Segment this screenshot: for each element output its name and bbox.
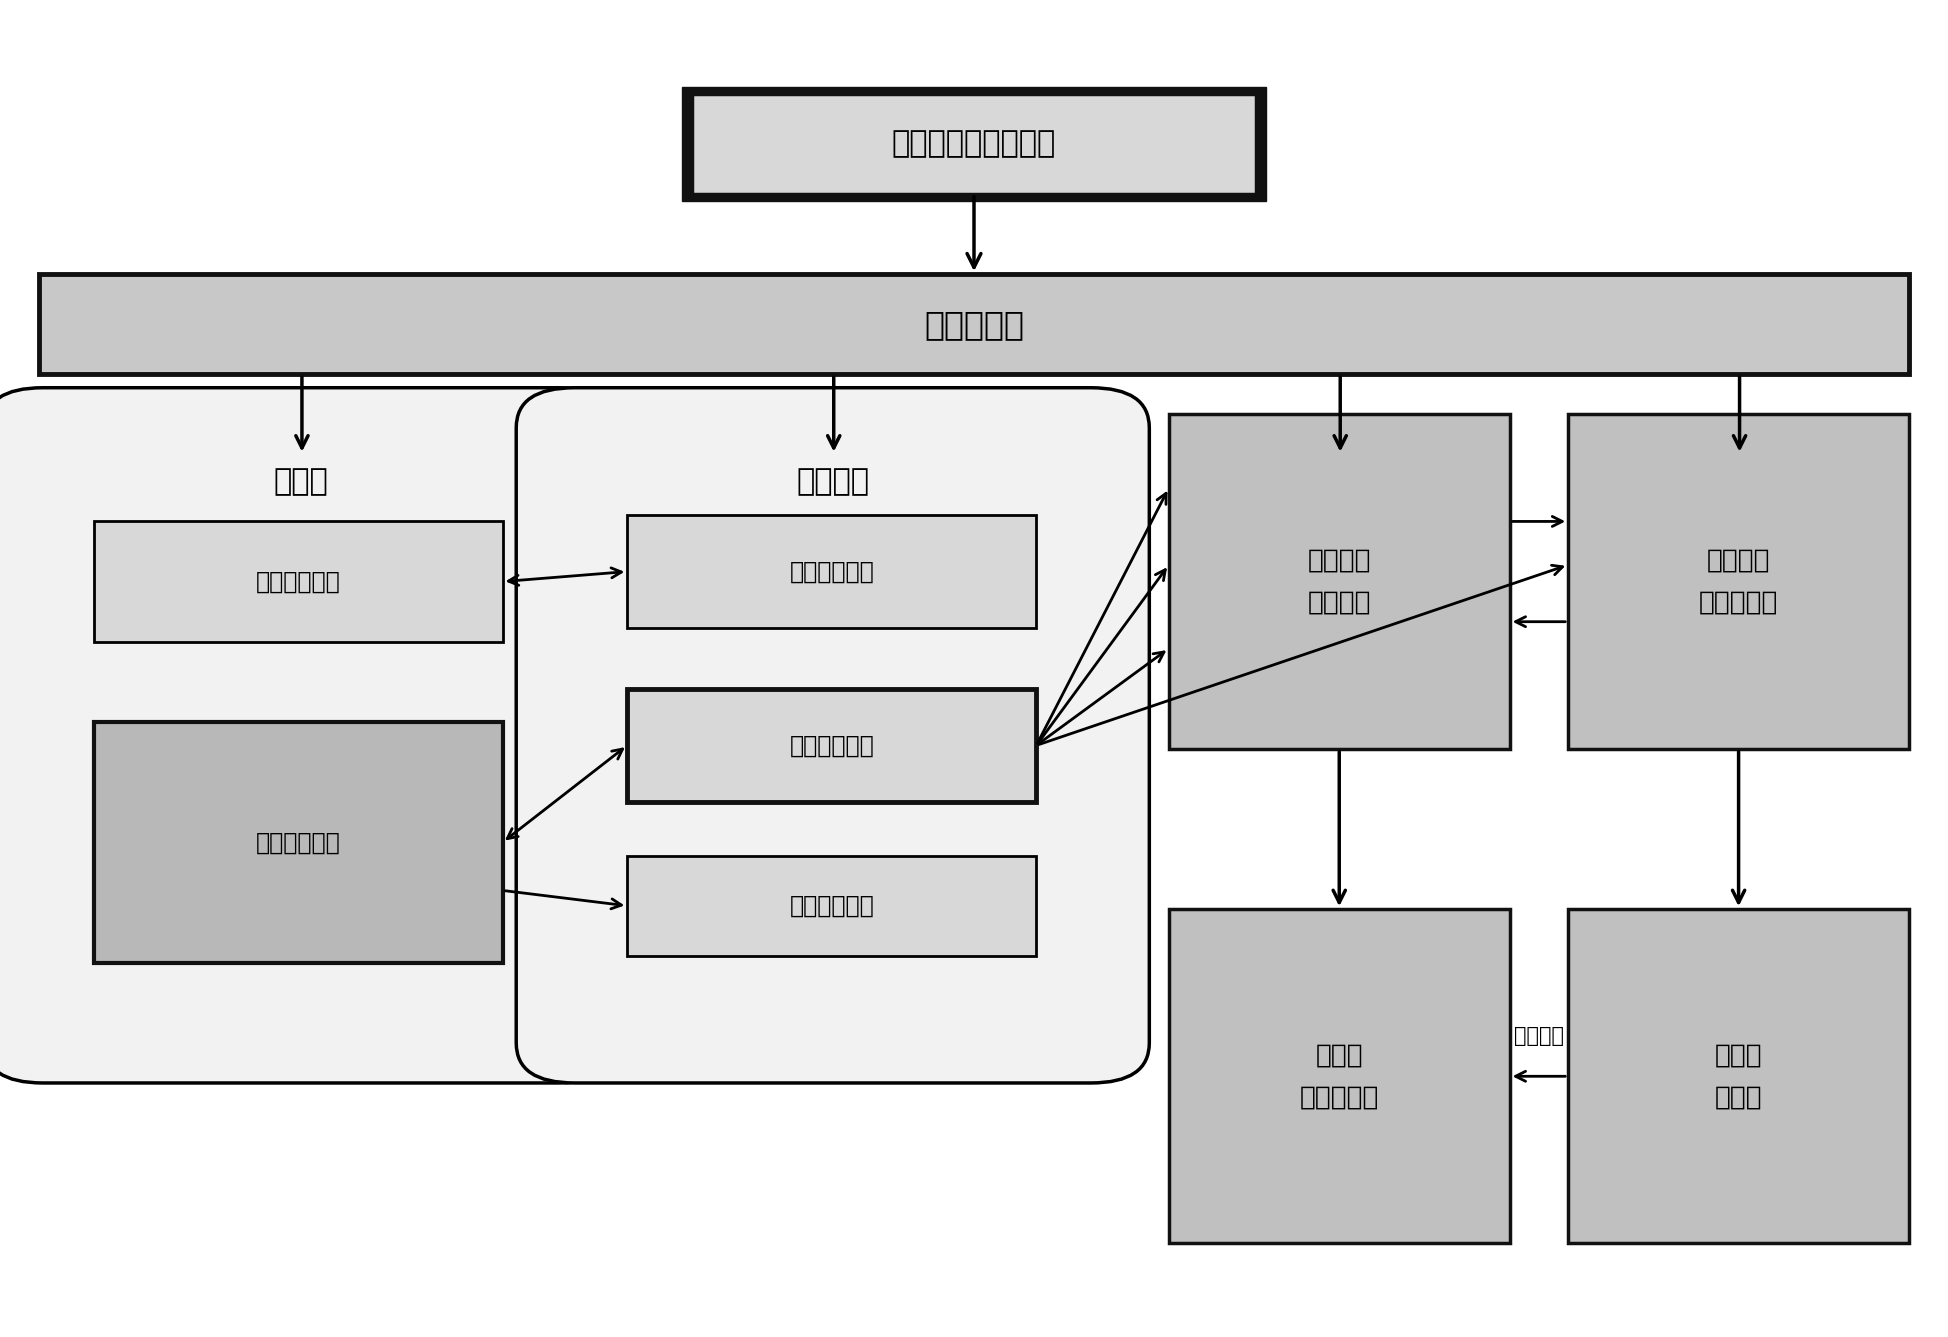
- Text: 测试计划规划: 测试计划规划: [789, 560, 875, 583]
- Bar: [627, 856, 1036, 956]
- Text: 初始化模块: 初始化模块: [923, 308, 1025, 341]
- Text: 数据库: 数据库: [273, 467, 329, 496]
- FancyBboxPatch shape: [0, 388, 618, 1083]
- Bar: [682, 87, 1266, 201]
- Text: 扫描枪采集设备信息: 扫描枪采集设备信息: [892, 130, 1056, 158]
- Text: 信号源
频谱分析仪: 信号源 频谱分析仪: [1299, 1043, 1379, 1110]
- Text: 测试计划执行: 测试计划执行: [789, 734, 875, 757]
- Text: 测试仪表
驱动程序: 测试仪表 驱动程序: [1307, 548, 1371, 615]
- Bar: [1568, 414, 1909, 749]
- Text: 测试结果展示: 测试结果展示: [789, 894, 875, 917]
- Text: 测试指标数据: 测试指标数据: [255, 570, 341, 594]
- Bar: [45, 278, 1903, 370]
- Bar: [94, 521, 503, 642]
- Text: 测试结果数据: 测试结果数据: [255, 830, 341, 854]
- Bar: [627, 515, 1036, 628]
- Text: 人机界面: 人机界面: [797, 467, 869, 496]
- Bar: [1169, 414, 1510, 749]
- Bar: [1169, 909, 1510, 1243]
- Text: 射频切
换电路: 射频切 换电路: [1714, 1043, 1763, 1110]
- Bar: [627, 689, 1036, 802]
- Text: 射频切换
筱驱动程序: 射频切换 筱驱动程序: [1699, 548, 1779, 615]
- Bar: [94, 722, 503, 963]
- Bar: [39, 274, 1909, 374]
- FancyBboxPatch shape: [516, 388, 1149, 1083]
- Bar: [692, 94, 1256, 194]
- Bar: [1568, 909, 1909, 1243]
- Text: 损耗补偿: 损耗补偿: [1514, 1027, 1564, 1046]
- Bar: [39, 274, 1909, 374]
